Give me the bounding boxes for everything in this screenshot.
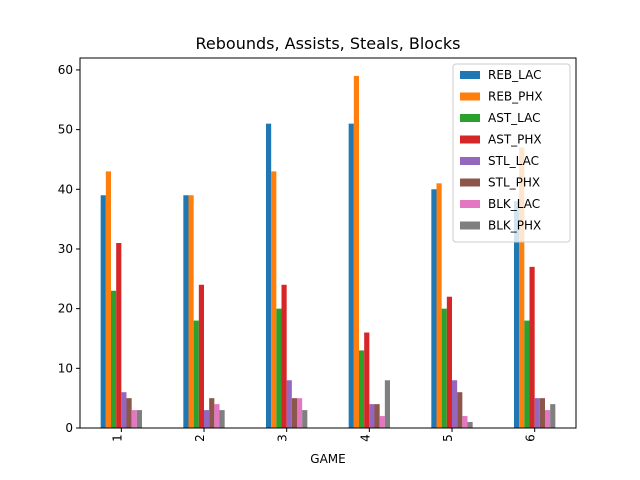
bar-blk-phx-game-4 [384, 380, 390, 428]
legend-label-ast-lac: AST_LAC [488, 111, 541, 125]
legend-label-stl-lac: STL_LAC [488, 154, 539, 168]
legend-swatch-reb-phx [460, 92, 480, 101]
bar-reb-phx-game-2 [188, 195, 194, 428]
bar-blk-lac-game-1 [131, 410, 137, 428]
legend-label-blk-lac: BLK_LAC [488, 197, 540, 211]
bar-ast-phx-game-4 [364, 332, 370, 428]
bar-stl-lac-game-4 [369, 404, 375, 428]
x-tick-label: 5 [441, 434, 455, 442]
legend-label-ast-phx: AST_PHX [488, 133, 542, 147]
x-tick-label: 2 [193, 434, 207, 442]
legend-swatch-blk-lac [460, 200, 480, 208]
bar-stl-lac-game-6 [534, 398, 540, 428]
bar-blk-lac-game-5 [462, 416, 468, 428]
legend-swatch-ast-phx [460, 135, 480, 144]
bar-stl-lac-game-1 [121, 392, 127, 428]
x-tick-label: 3 [276, 434, 290, 442]
y-tick-label: 20 [58, 302, 73, 316]
bar-ast-lac-game-6 [524, 320, 530, 428]
x-tick-label: 1 [110, 434, 124, 442]
bar-reb-lac-game-3 [266, 123, 272, 429]
bar-stl-phx-game-6 [539, 398, 545, 428]
legend-swatch-ast-lac [460, 114, 480, 122]
bar-ast-lac-game-3 [276, 308, 282, 428]
bar-reb-phx-game-1 [105, 171, 111, 428]
legend-swatch-stl-lac [460, 157, 480, 165]
bar-blk-phx-game-2 [219, 410, 225, 428]
bar-ast-lac-game-2 [193, 320, 199, 428]
bar-stl-phx-game-2 [209, 398, 215, 428]
bars-group [100, 75, 556, 429]
bar-ast-phx-game-6 [529, 266, 535, 428]
bar-stl-phx-game-4 [374, 404, 380, 428]
y-tick-label: 40 [58, 182, 73, 196]
bar-reb-lac-game-5 [431, 189, 437, 428]
bar-reb-lac-game-2 [183, 195, 189, 428]
bar-blk-phx-game-3 [302, 410, 308, 428]
bar-reb-lac-game-6 [514, 201, 520, 428]
y-tick-label: 50 [58, 123, 73, 137]
bar-ast-phx-game-5 [446, 296, 452, 428]
y-axis: 0 10 20 30 40 50 60 [58, 63, 80, 435]
y-tick-label: 60 [58, 63, 73, 77]
bar-blk-lac-game-3 [297, 398, 303, 428]
bar-ast-phx-game-2 [198, 284, 204, 428]
y-tick-label: 30 [58, 242, 73, 256]
chart-title: Rebounds, Assists, Steals, Blocks [196, 34, 461, 53]
bar-ast-phx-game-1 [116, 243, 122, 428]
bar-reb-phx-game-3 [271, 171, 277, 428]
x-axis: 1 2 3 4 5 6 [110, 428, 538, 442]
bar-reb-phx-game-5 [436, 183, 442, 428]
bar-reb-lac-game-4 [348, 123, 354, 429]
bar-reb-lac-game-1 [100, 195, 106, 428]
bar-stl-lac-game-2 [204, 410, 210, 428]
bar-stl-phx-game-5 [457, 392, 463, 428]
bar-blk-phx-game-5 [467, 422, 473, 428]
bar-ast-lac-game-5 [441, 308, 447, 428]
x-tick-label: 4 [358, 434, 372, 442]
bar-ast-lac-game-1 [111, 290, 117, 428]
legend-label-reb-phx: REB_PHX [488, 90, 543, 104]
x-tick-label: 6 [524, 434, 538, 442]
legend-box [452, 63, 571, 243]
bar-blk-lac-game-4 [379, 416, 385, 428]
bar-reb-phx-game-4 [353, 75, 359, 429]
bar-stl-phx-game-3 [291, 398, 297, 428]
legend-swatch-stl-phx [460, 178, 480, 187]
bar-stl-lac-game-5 [452, 380, 458, 428]
legend-swatch-blk-phx [460, 221, 480, 230]
legend: REB_LAC REB_PHX AST_LAC AST_PHX STL_LAC STL_P… [452, 63, 571, 243]
y-tick-label: 10 [58, 361, 73, 375]
y-tick-label: 0 [65, 421, 73, 435]
bar-blk-lac-game-2 [214, 404, 220, 428]
bar-stl-phx-game-1 [126, 398, 132, 428]
x-axis-label: GAME [310, 452, 345, 466]
legend-swatch-reb-lac [460, 71, 480, 79]
bar-reb-phx-game-6 [519, 147, 525, 428]
legend-label-stl-phx: STL_PHX [488, 176, 540, 190]
bar-ast-lac-game-4 [359, 350, 365, 428]
bar-blk-lac-game-6 [545, 410, 551, 428]
bar-ast-phx-game-3 [281, 284, 287, 428]
legend-label-reb-lac: REB_LAC [488, 68, 542, 82]
bar-blk-phx-game-6 [550, 404, 556, 428]
bar-blk-phx-game-1 [136, 410, 142, 428]
plot-area-frame [79, 57, 577, 429]
bar-stl-lac-game-3 [286, 380, 292, 428]
legend-label-blk-phx: BLK_PHX [488, 219, 541, 233]
